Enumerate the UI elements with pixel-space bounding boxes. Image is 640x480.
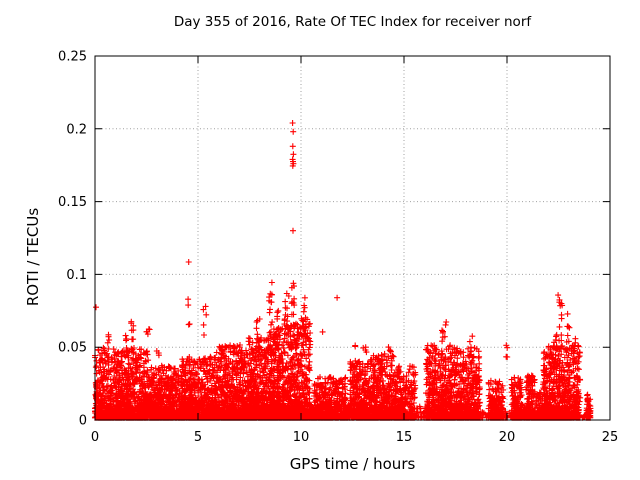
x-tick-label: 25	[602, 430, 619, 445]
y-tick-label: 0.2	[66, 122, 87, 137]
x-tick-labels: 0 5 10 15 20 25	[91, 430, 618, 445]
x-tick-label: 5	[194, 430, 202, 445]
y-axis-label: ROTI / TECUs	[24, 207, 42, 307]
grid-lines	[95, 56, 610, 420]
y-tick-label: 0.1	[66, 268, 87, 283]
axis-tick-marks	[94, 55, 611, 421]
x-tick-label: 0	[91, 430, 99, 445]
y-tick-label: 0.15	[58, 195, 87, 210]
y-tick-labels: 0 0.05 0.1 0.15 0.2 0.25	[58, 50, 87, 429]
x-tick-label: 15	[396, 430, 413, 445]
x-tick-label: 20	[499, 430, 516, 445]
data-points-roti	[92, 120, 594, 421]
x-axis-label: GPS time / hours	[289, 455, 416, 473]
plot-border	[94, 55, 611, 421]
chart-title: Day 355 of 2016, Rate Of TEC Index for r…	[173, 14, 532, 30]
y-tick-label: 0.05	[58, 341, 87, 356]
x-tick-label: 10	[293, 430, 310, 445]
y-tick-label: 0	[79, 414, 87, 429]
y-tick-label: 0.25	[58, 50, 87, 65]
